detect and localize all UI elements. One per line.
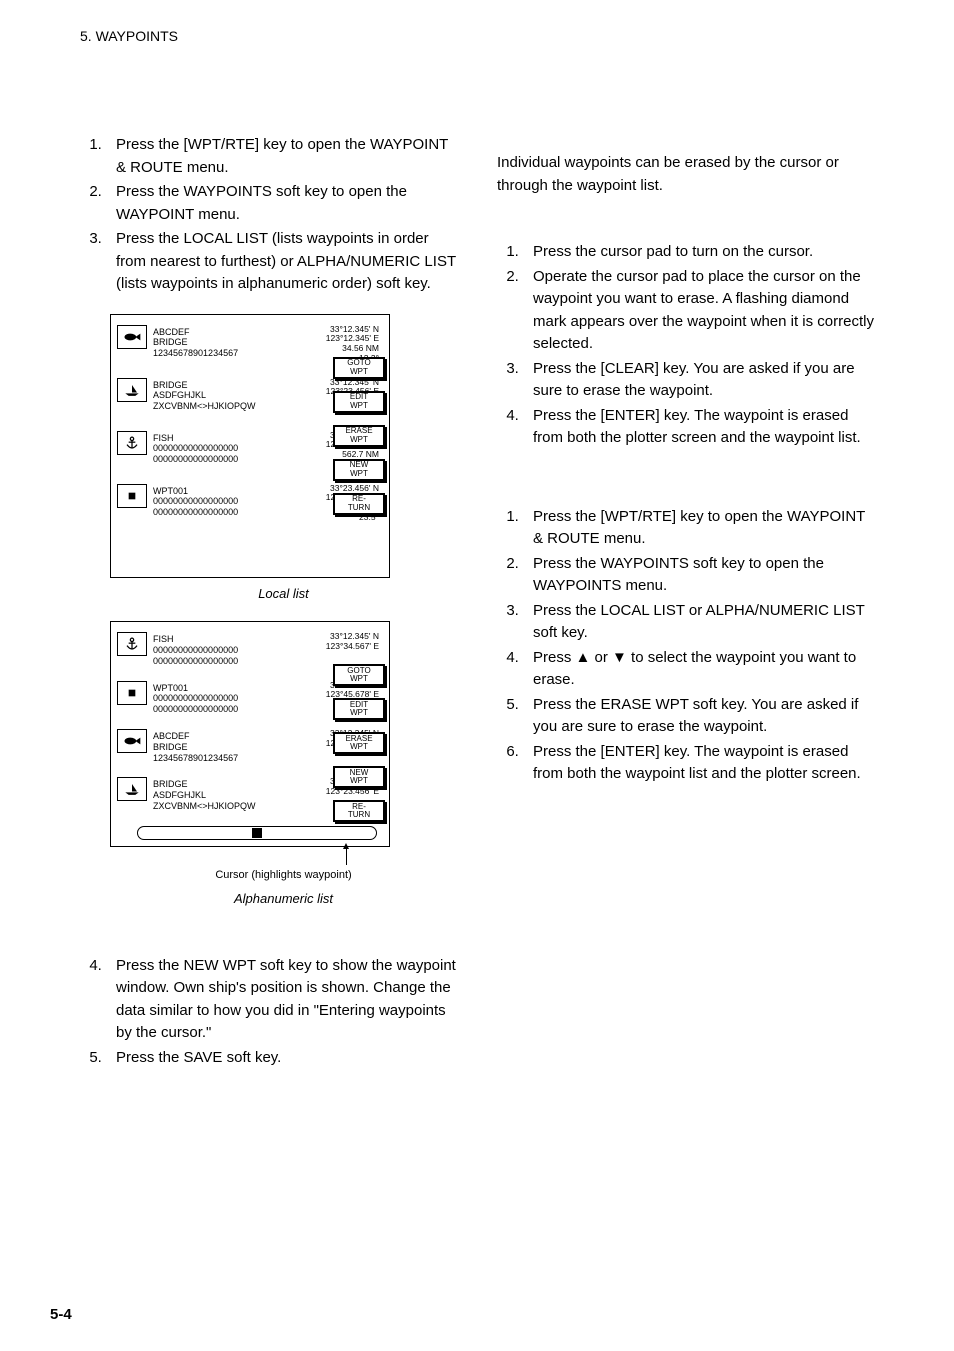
list-item: Press the WAYPOINTS soft key to open the… bbox=[523, 553, 874, 598]
list-item: Press the [WPT/RTE] key to open the WAYP… bbox=[106, 134, 457, 179]
softkey-column: GOTO WPT EDIT WPT ERASE WPT NEW WPT RE- … bbox=[333, 323, 385, 515]
list-item: Operate the cursor pad to place the curs… bbox=[523, 266, 874, 356]
arrow-up-icon bbox=[346, 847, 347, 865]
row-label: ABCDEF BRIDGE 12345678901234567 bbox=[153, 729, 317, 763]
intro-paragraph: Individual waypoints can be erased by th… bbox=[497, 152, 874, 197]
new-wpt-button[interactable]: NEW WPT bbox=[333, 459, 385, 481]
row-label: FISH 00000000000000000 00000000000000000 bbox=[153, 632, 317, 666]
square-icon bbox=[117, 484, 147, 508]
fish-icon bbox=[117, 325, 147, 349]
list-item: Press the ERASE WPT soft key. You are as… bbox=[523, 694, 874, 739]
figure-alpha-list: FISH 00000000000000000 00000000000000000… bbox=[110, 621, 457, 909]
scrollbar[interactable] bbox=[117, 826, 383, 840]
list-item: Press the [ENTER] key. The waypoint is e… bbox=[523, 741, 874, 786]
two-column-layout: Press the [WPT/RTE] key to open the WAYP… bbox=[80, 134, 874, 1071]
new-wpt-button[interactable]: NEW WPT bbox=[333, 766, 385, 788]
row-label: ABCDEF BRIDGE 12345678901234567 bbox=[153, 325, 317, 359]
list-item: Press the WAYPOINTS soft key to open the… bbox=[106, 181, 457, 226]
list-item: Press the [CLEAR] key. You are asked if … bbox=[523, 358, 874, 403]
page-header: 5. WAYPOINTS bbox=[80, 28, 874, 44]
boat-icon bbox=[117, 777, 147, 801]
square-icon bbox=[117, 681, 147, 705]
softkey-column: GOTO WPT EDIT WPT ERASE WPT NEW WPT RE- … bbox=[333, 630, 385, 822]
scroll-thumb[interactable] bbox=[252, 828, 262, 838]
row-label: WPT001 00000000000000000 000000000000000… bbox=[153, 681, 317, 715]
edit-wpt-button[interactable]: EDIT WPT bbox=[333, 698, 385, 720]
right-steps-1: Press the cursor pad to turn on the curs… bbox=[497, 241, 874, 450]
local-list-box: ABCDEF BRIDGE 12345678901234567 33°12.34… bbox=[110, 314, 390, 578]
list-item: Press the SAVE soft key. bbox=[106, 1047, 457, 1070]
list-item: Press the [ENTER] key. The waypoint is e… bbox=[523, 405, 874, 450]
list-item: Press the LOCAL LIST or ALPHA/NUMERIC LI… bbox=[523, 600, 874, 645]
boat-icon bbox=[117, 378, 147, 402]
return-button[interactable]: RE- TURN bbox=[333, 800, 385, 822]
left-steps-2: Press the NEW WPT soft key to show the w… bbox=[80, 955, 457, 1070]
row-label: BRIDGE ASDFGHJKL ZXCVBNM<>HJKIOPQW bbox=[153, 378, 317, 412]
list-item: Press the NEW WPT soft key to show the w… bbox=[106, 955, 457, 1045]
return-button[interactable]: RE- TURN bbox=[333, 493, 385, 515]
fish-icon bbox=[117, 729, 147, 753]
goto-wpt-button[interactable]: GOTO WPT bbox=[333, 664, 385, 686]
row-label: BRIDGE ASDFGHJKL ZXCVBNM<>HJKIOPQW bbox=[153, 777, 317, 811]
row-label: FISH 00000000000000000 00000000000000000 bbox=[153, 431, 317, 465]
arrow-annotation: Cursor (highlights waypoint) bbox=[110, 867, 457, 884]
figure-local-list: ABCDEF BRIDGE 12345678901234567 33°12.34… bbox=[110, 314, 457, 604]
alpha-list-box: FISH 00000000000000000 00000000000000000… bbox=[110, 621, 390, 847]
figure-caption: Alphanumeric list bbox=[110, 889, 457, 909]
anchor-icon bbox=[117, 632, 147, 656]
left-column: Press the [WPT/RTE] key to open the WAYP… bbox=[80, 134, 457, 1071]
erase-wpt-button[interactable]: ERASE WPT bbox=[333, 425, 385, 447]
list-item: Press the LOCAL LIST (lists waypoints in… bbox=[106, 228, 457, 296]
right-steps-2: Press the [WPT/RTE] key to open the WAYP… bbox=[497, 506, 874, 786]
erase-wpt-button[interactable]: ERASE WPT bbox=[333, 732, 385, 754]
list-item: Press the cursor pad to turn on the curs… bbox=[523, 241, 874, 264]
right-column: Individual waypoints can be erased by th… bbox=[497, 134, 874, 1071]
page-number: 5-4 bbox=[50, 1306, 72, 1323]
figure-caption: Local list bbox=[110, 584, 457, 604]
left-steps-1: Press the [WPT/RTE] key to open the WAYP… bbox=[80, 134, 457, 296]
list-item: Press the [WPT/RTE] key to open the WAYP… bbox=[523, 506, 874, 551]
edit-wpt-button[interactable]: EDIT WPT bbox=[333, 391, 385, 413]
goto-wpt-button[interactable]: GOTO WPT bbox=[333, 357, 385, 379]
list-item: Press ▲ or ▼ to select the waypoint you … bbox=[523, 647, 874, 692]
row-label: WPT001 00000000000000000 000000000000000… bbox=[153, 484, 317, 518]
anchor-icon bbox=[117, 431, 147, 455]
